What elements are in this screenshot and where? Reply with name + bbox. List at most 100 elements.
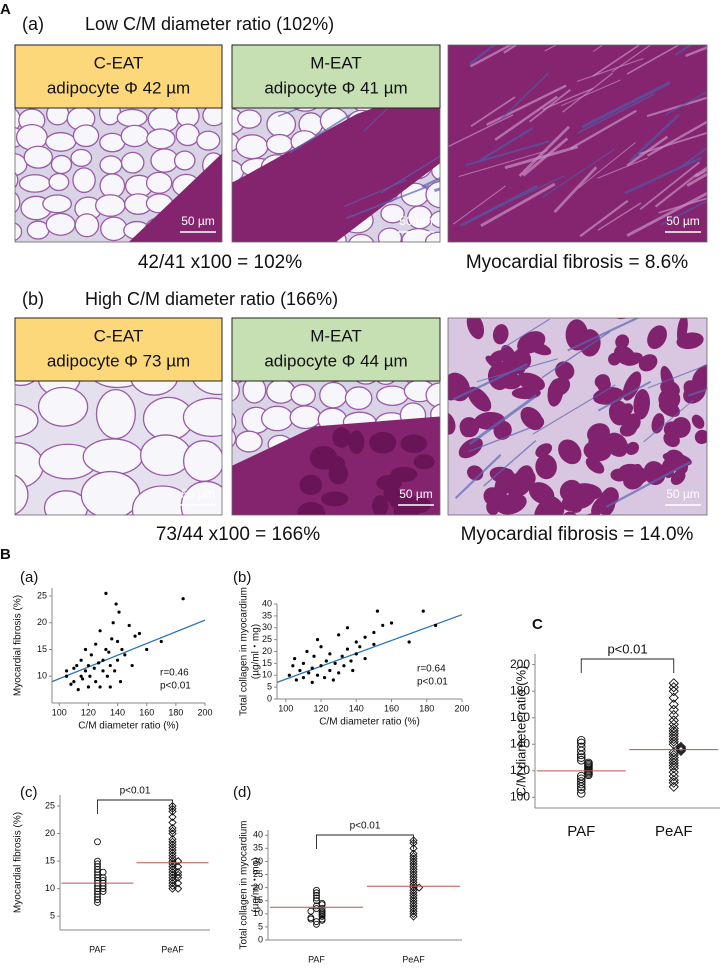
- y-tick-label: 25: [253, 869, 263, 879]
- point: [433, 623, 438, 627]
- streak: [679, 146, 707, 169]
- micrograph: [447, 44, 708, 243]
- point: [668, 774, 679, 786]
- point: [668, 692, 679, 703]
- point: [322, 676, 327, 680]
- adipocyte: [237, 109, 262, 129]
- y-tick-label: 10: [37, 671, 47, 681]
- myocyte: [633, 389, 650, 420]
- x-tick-label: 160: [139, 707, 154, 717]
- myocyte: [535, 454, 557, 480]
- streak: [480, 182, 556, 228]
- point: [319, 664, 323, 668]
- adipocyte: [232, 412, 237, 432]
- streak: [660, 200, 707, 226]
- point: [576, 736, 586, 745]
- streak: [458, 150, 548, 178]
- adipocyte: [196, 130, 221, 151]
- point: [115, 639, 120, 644]
- myocyte: [570, 483, 602, 501]
- myocyte: [547, 378, 564, 407]
- caption: 73/44 x100 = 166%: [156, 524, 320, 545]
- myocyte: [466, 318, 485, 340]
- streak: [647, 364, 707, 389]
- adipocyte: [260, 405, 294, 432]
- adipocyte: [265, 133, 294, 155]
- point: [168, 826, 177, 835]
- streak: [542, 87, 594, 110]
- point: [318, 907, 326, 915]
- adipocyte: [80, 470, 141, 515]
- figure-label: C: [532, 616, 543, 633]
- point: [117, 610, 121, 614]
- adipocyte: [146, 128, 176, 150]
- myocyte: [676, 332, 704, 350]
- streak: [532, 384, 616, 435]
- myocyte: [670, 470, 686, 485]
- point: [345, 626, 350, 630]
- myocyte: [299, 474, 323, 496]
- point: [363, 657, 367, 661]
- adipocyte: [380, 203, 405, 224]
- point: [313, 897, 320, 905]
- point: [409, 893, 418, 903]
- annotation: p<0.01: [607, 641, 647, 656]
- x-tick-label: PeAF: [655, 823, 693, 840]
- adipocyte: [74, 213, 100, 238]
- adipocyte: [376, 385, 409, 407]
- point: [389, 621, 394, 625]
- point: [312, 654, 316, 658]
- streak: [470, 96, 516, 127]
- point: [301, 661, 306, 665]
- streak: [482, 175, 565, 215]
- streak: [454, 454, 502, 499]
- y-tick-label: 20: [37, 617, 47, 627]
- label-name: M-EAT: [310, 53, 362, 72]
- point: [358, 645, 362, 649]
- y-tick-label: 200: [510, 657, 530, 671]
- point: [64, 674, 69, 678]
- panel-label: (c): [20, 784, 38, 801]
- streak: [579, 199, 629, 238]
- point: [668, 715, 679, 726]
- x-tick-label: 180: [168, 707, 183, 717]
- point: [79, 658, 83, 662]
- point: [409, 857, 418, 866]
- streak: [626, 191, 707, 237]
- point: [130, 663, 134, 668]
- adipocyte: [139, 434, 192, 477]
- annotation: p<0.01: [417, 677, 448, 688]
- streak: [577, 92, 656, 134]
- label-box: [231, 317, 441, 382]
- y-axis-label: Myocardial fibrosis (%): [13, 595, 24, 696]
- myocyte: [490, 350, 508, 363]
- point: [104, 647, 108, 652]
- myocyte: [369, 431, 397, 454]
- adipocyte: [70, 148, 93, 167]
- caption: Myocardial fibrosis = 8.6%: [466, 252, 688, 273]
- streak: [605, 461, 691, 508]
- streak: [643, 399, 695, 443]
- streak: [687, 388, 707, 397]
- point: [409, 888, 418, 897]
- myocyte: [641, 300, 657, 318]
- panel-label: (a): [20, 569, 38, 586]
- point: [64, 669, 69, 673]
- myocyte: [535, 443, 553, 458]
- point: [72, 666, 76, 670]
- myocyte: [658, 399, 680, 417]
- point: [372, 642, 376, 646]
- point: [409, 844, 418, 853]
- streak: [452, 363, 528, 401]
- myocardium: [128, 153, 222, 242]
- adipocyte: [15, 123, 48, 151]
- adipocyte: [429, 210, 440, 229]
- streak: [576, 57, 644, 83]
- x-tick-label: PAF: [308, 954, 325, 964]
- point: [409, 854, 418, 863]
- adipocyte: [235, 134, 269, 160]
- adipocyte: [23, 145, 53, 169]
- point: [92, 666, 96, 670]
- y-tick-label: 40: [253, 830, 263, 840]
